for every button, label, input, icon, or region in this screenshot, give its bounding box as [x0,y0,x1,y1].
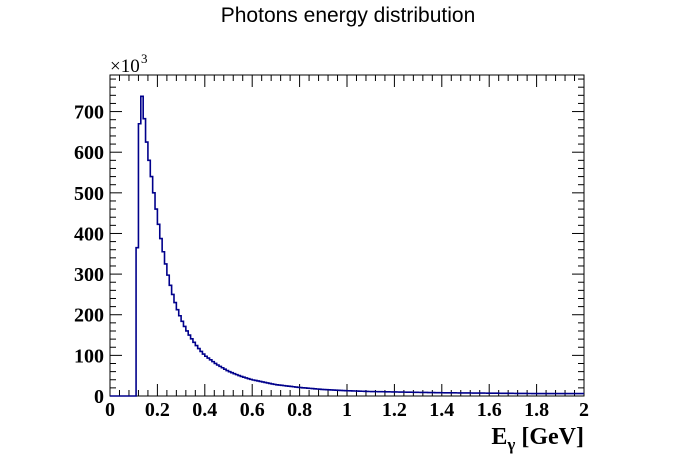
x-tick-label: 0 [105,399,115,421]
plot-frame [109,74,585,397]
x-tick-label: 1.8 [524,399,549,421]
y-tick-label: 200 [74,305,104,327]
y-axis-multiplier: ×10 3 [110,51,148,77]
y-multiplier-exponent: 3 [141,51,148,66]
y-tick-label: 400 [74,223,104,245]
y-tick-label: 0 [94,386,104,408]
x-axis-label: Eγ [GeV] [491,424,584,454]
y-axis-tick-labels: 0 100 200 300 400 500 600 700 [74,102,104,408]
x-tick-label: 0.2 [145,399,170,421]
x-tick-label: 0.6 [240,399,265,421]
x-tick-label: 1.6 [477,399,502,421]
x-axis-label-unit: [GeV] [521,424,584,450]
y-tick-label: 600 [74,142,104,164]
chart-title: Photons energy distribution [221,4,476,27]
histogram-series-line [110,95,584,397]
x-axis-tick-labels: 0 0.2 0.4 0.6 0.8 1 1.2 1.4 1.6 1.8 2 [105,399,589,421]
y-axis-ticks [110,78,584,397]
x-tick-label: 1.2 [382,399,407,421]
x-axis-ticks [109,75,585,396]
y-tick-label: 300 [74,264,104,286]
x-tick-label: 0.4 [192,399,217,421]
x-tick-label: 2 [579,399,589,421]
x-axis-label-subscript: γ [506,435,515,454]
x-tick-label: 1.4 [429,399,454,421]
x-axis-label-main: E [491,424,507,450]
y-tick-label: 500 [74,183,104,205]
y-tick-label: 700 [74,102,104,124]
y-tick-label: 100 [74,345,104,367]
x-tick-label: 1 [342,399,352,421]
x-tick-label: 0.8 [287,399,312,421]
y-multiplier-base: ×10 [110,56,140,77]
